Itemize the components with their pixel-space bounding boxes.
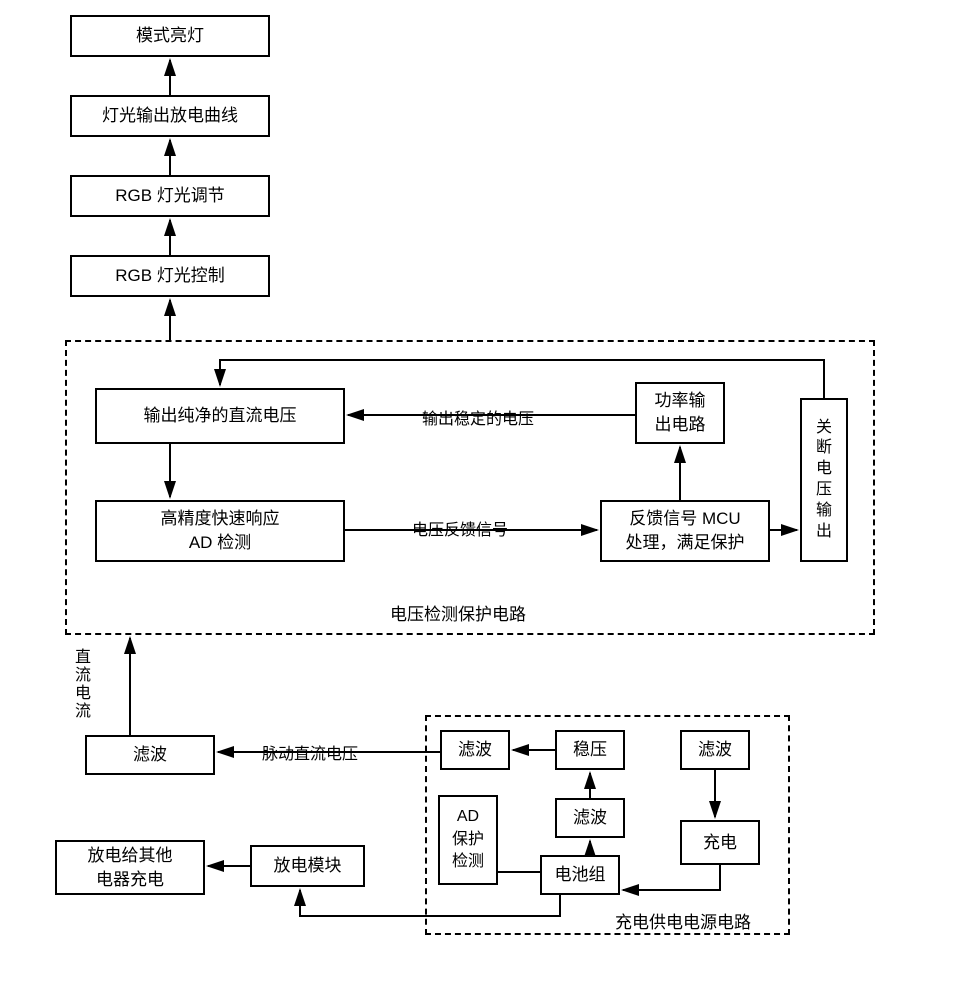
- box-c-adprot: AD 保护 检测: [438, 795, 498, 885]
- group-power-supply-label: 充电供电电源电路: [615, 908, 751, 933]
- box-ad-detect: 高精度快速响应 AD 检测: [95, 500, 345, 562]
- label-pulse-dc: 脉动直流电压: [260, 740, 360, 764]
- box-filter-left: 滤波: [85, 735, 215, 775]
- box-c-battery: 电池组: [540, 855, 620, 895]
- box-rgb-adjust: RGB 灯光调节: [70, 175, 270, 217]
- box-c-charge: 充电: [680, 820, 760, 865]
- label-feedback: 电压反馈信号: [410, 516, 510, 540]
- group-voltage-detect: [65, 340, 875, 635]
- box-discharge-to: 放电给其他 电器充电: [55, 840, 205, 895]
- box-mode-light: 模式亮灯: [70, 15, 270, 57]
- label-stable-voltage: 输出稳定的电压: [420, 405, 536, 429]
- box-power-out: 功率输 出电路: [635, 382, 725, 444]
- label-dc-current: 直流电流: [68, 648, 92, 720]
- box-c-filter1: 滤波: [440, 730, 510, 770]
- group-voltage-detect-label: 电压检测保护电路: [390, 600, 526, 625]
- box-discharge: 放电模块: [250, 845, 365, 887]
- box-vdc-out: 输出纯净的直流电压: [95, 388, 345, 444]
- box-rgb-control: RGB 灯光控制: [70, 255, 270, 297]
- box-c-filter3: 滤波: [680, 730, 750, 770]
- box-c-filter2: 滤波: [555, 798, 625, 838]
- box-mcu: 反馈信号 MCU 处理，满足保护: [600, 500, 770, 562]
- box-c-stable: 稳压: [555, 730, 625, 770]
- box-light-output-curve: 灯光输出放电曲线: [70, 95, 270, 137]
- box-shutoff: 关 断 电 压 输 出: [800, 398, 848, 562]
